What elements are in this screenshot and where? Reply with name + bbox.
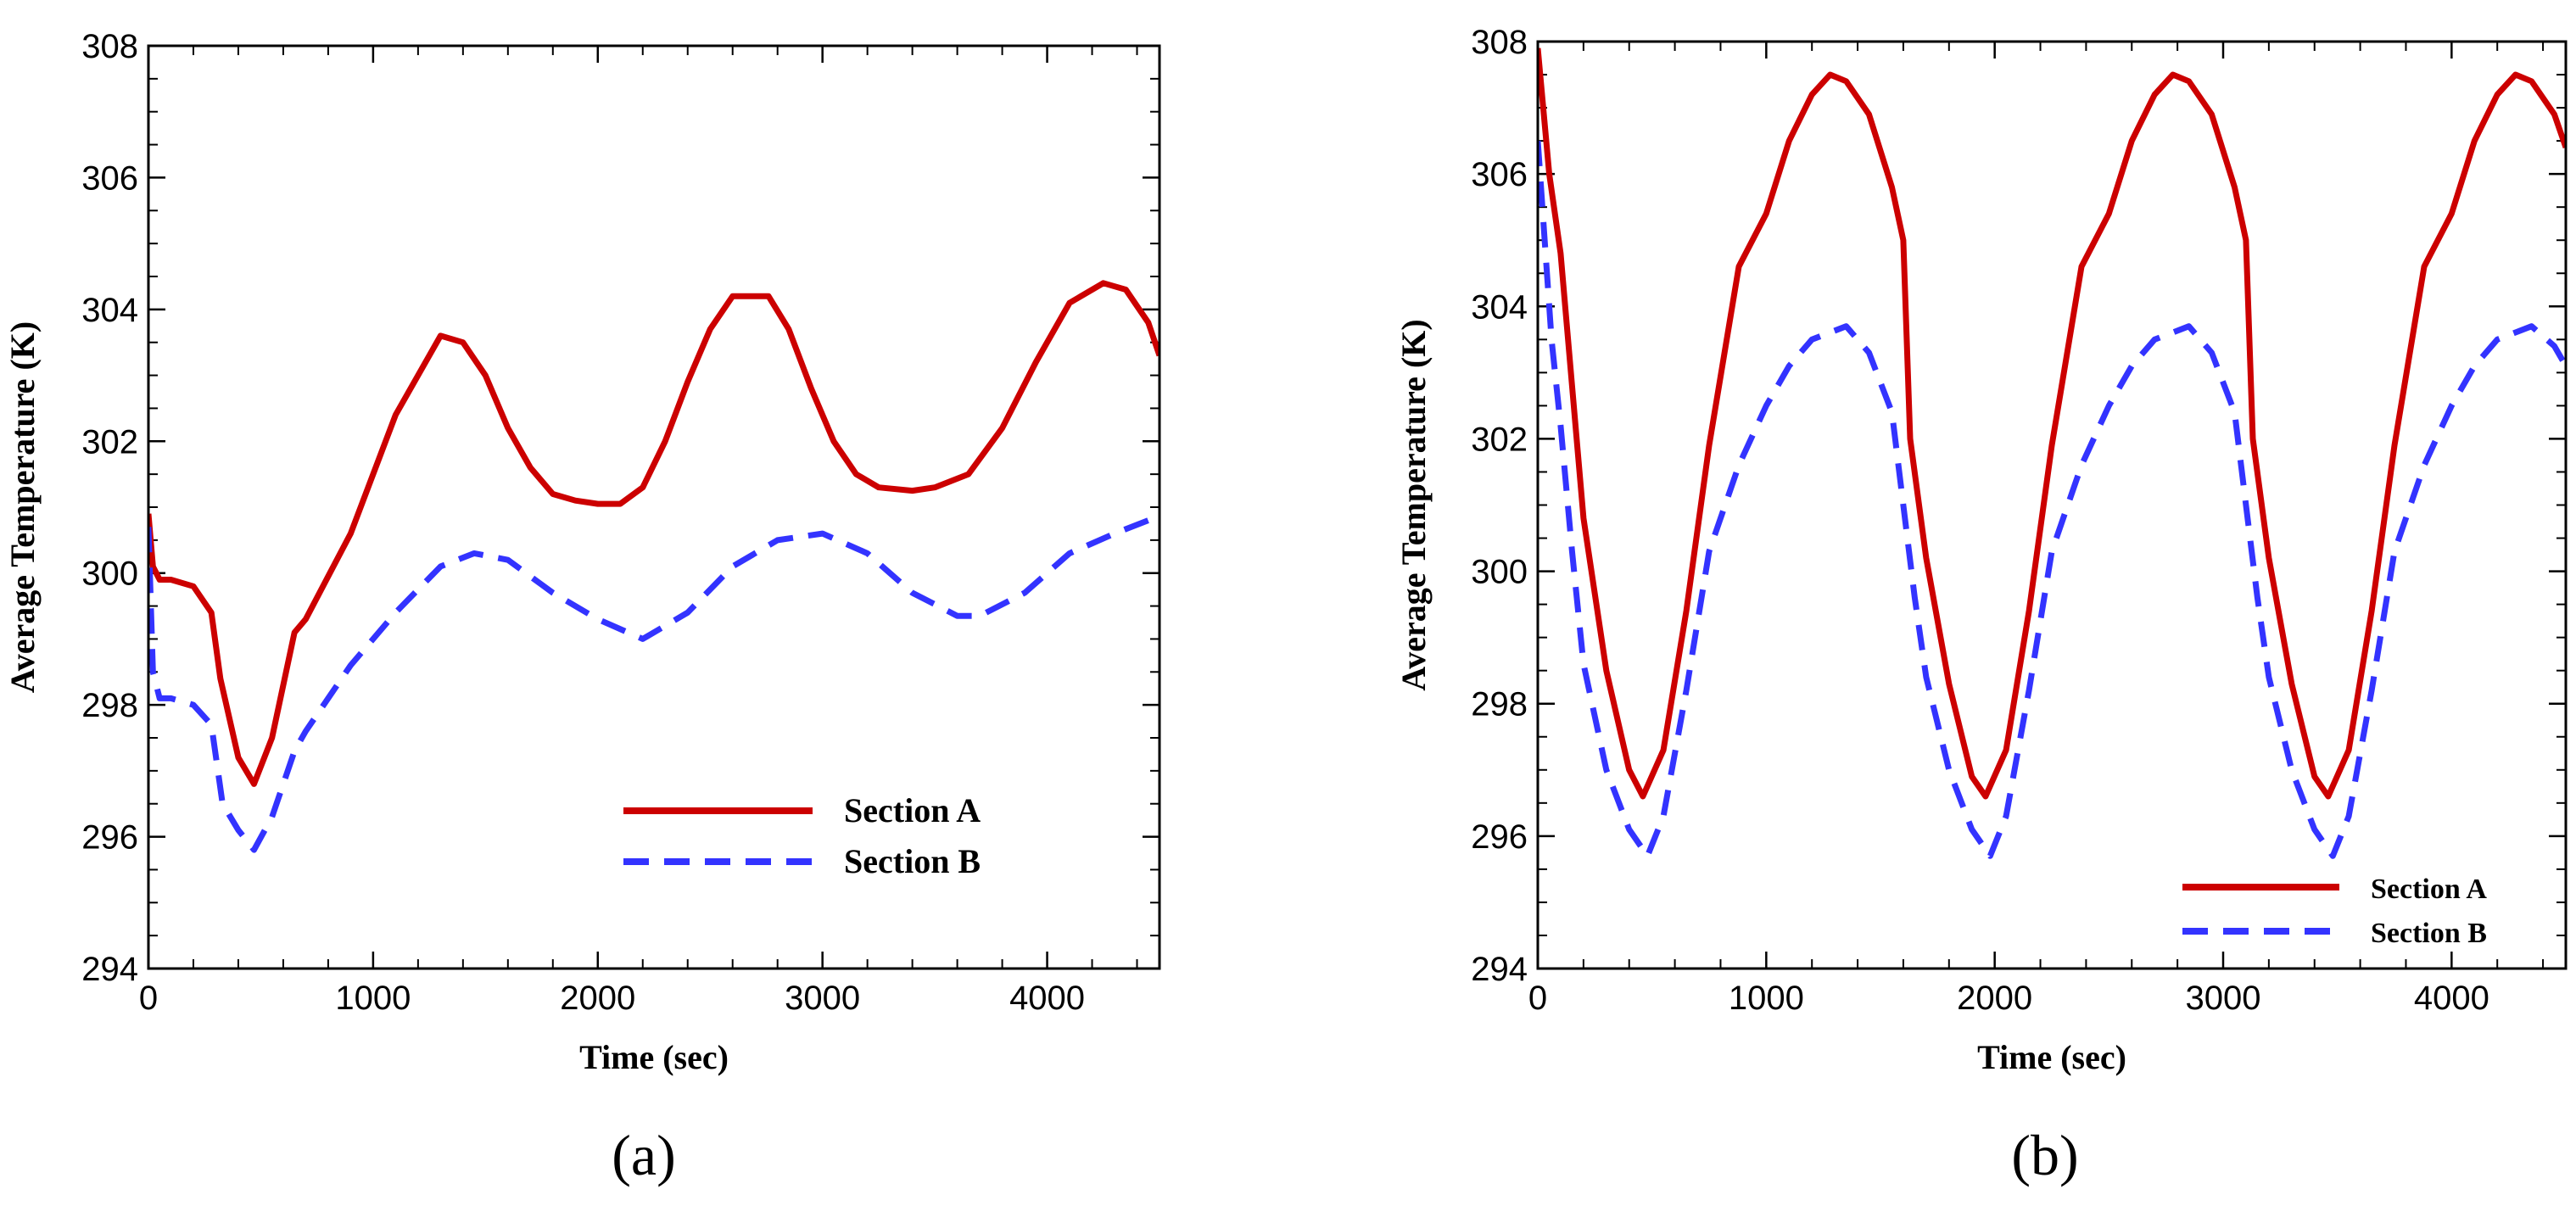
y-tick-label: 294 xyxy=(81,951,138,988)
y-tick-label: 304 xyxy=(81,292,138,329)
y-tick-label: 306 xyxy=(81,159,138,197)
series-section-a-line xyxy=(1538,47,2566,800)
x-tick-label: 3000 xyxy=(2186,980,2261,1017)
y-tick-label: 298 xyxy=(81,687,138,724)
plot-frame xyxy=(1536,40,2568,970)
legend-section-a-label: Section A xyxy=(2371,874,2487,905)
series-section-b-line xyxy=(1538,140,2566,859)
x-axis-title: Time (sec) xyxy=(579,1038,729,1076)
x-tick-label: 4000 xyxy=(2414,980,2489,1017)
series-section-a-line xyxy=(148,280,1159,787)
legend-section-b-label: Section B xyxy=(2371,918,2487,949)
y-tick-label: 294 xyxy=(1471,951,1528,988)
y-tick-label: 308 xyxy=(1471,24,1528,61)
y-tick-label: 304 xyxy=(1471,288,1528,326)
x-tick-label: 2000 xyxy=(560,980,635,1017)
y-tick-label: 302 xyxy=(1471,421,1528,458)
legend-section-a-label: Section A xyxy=(844,791,981,829)
y-axis-title: Average Temperature (K) xyxy=(3,321,42,693)
series-section-b-line xyxy=(148,517,1159,853)
x-axis-title: Time (sec) xyxy=(1977,1038,2126,1076)
y-tick-label: 300 xyxy=(81,556,138,593)
plot-frame xyxy=(147,44,1161,970)
panel-b-label: (b) xyxy=(2011,1123,2078,1187)
chart-panel-a: (a) 0 1000 2000 3000 4000 294 296 298 300 302 304 3… xyxy=(3,28,1161,1187)
x-tick-label: 0 xyxy=(139,980,158,1017)
y-tick-label: 300 xyxy=(1471,554,1528,591)
y-tick-label: 308 xyxy=(81,28,138,65)
y-axis-title: Average Temperature (K) xyxy=(1394,319,1433,690)
y-tick-label: 296 xyxy=(81,819,138,857)
x-tick-label: 4000 xyxy=(1009,980,1085,1017)
x-tick-label: 3000 xyxy=(785,980,860,1017)
y-tick-label: 296 xyxy=(1471,818,1528,856)
x-tick-label: 0 xyxy=(1528,980,1547,1017)
y-tick-label: 306 xyxy=(1471,156,1528,193)
legend-section-b-label: Section B xyxy=(844,842,981,880)
x-tick-label: 2000 xyxy=(1957,980,2032,1017)
panel-a-label: (a) xyxy=(612,1123,675,1187)
x-tick-label: 1000 xyxy=(1729,980,1804,1017)
y-tick-label: 298 xyxy=(1471,686,1528,723)
y-tick-label: 302 xyxy=(81,423,138,461)
chart-panel-b: (b) 0 1000 2000 3000 4000 294 296 298 300 302 304 3… xyxy=(1394,24,2568,1187)
x-tick-label: 1000 xyxy=(335,980,411,1017)
